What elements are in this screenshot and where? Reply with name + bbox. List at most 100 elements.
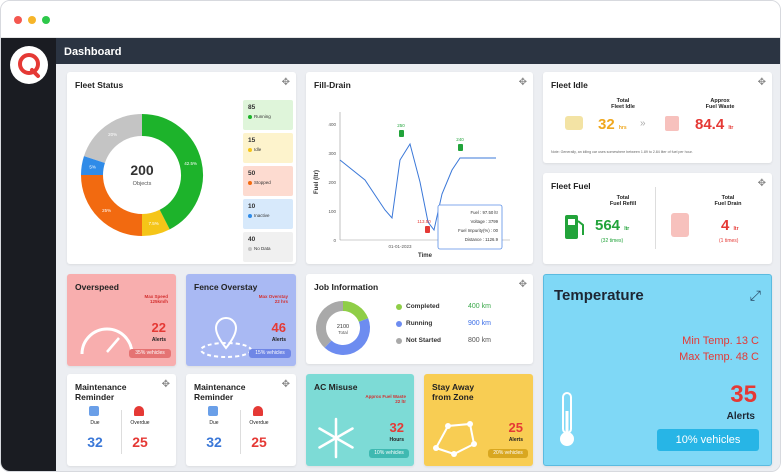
fence-sub: Max Overstay 22 hrs: [258, 294, 288, 304]
legend-no-data[interactable]: 40 No Data: [243, 232, 293, 262]
dashboard-content: Fleet Status ✥ 200 Objects 42.5% 7.5% 25% 5…: [56, 64, 780, 471]
app-logo[interactable]: [10, 46, 48, 84]
maximize-window-button[interactable]: [42, 16, 50, 24]
fence-value: 46: [271, 320, 286, 335]
job-segment-running[interactable]: [324, 318, 370, 355]
job-segment-completed[interactable]: [342, 301, 369, 323]
job-center-label: Total: [338, 330, 348, 335]
card-title: Maintenance Reminder: [75, 382, 127, 402]
y-axis-label: Fuel (ltr): [314, 170, 320, 194]
tooltip-fuel: Fuel : 97.50 ltr: [471, 210, 499, 215]
job-information-card[interactable]: Job Information ✥ 2100 Total Completed 40…: [306, 274, 533, 364]
overdue-label: Overdue: [249, 420, 269, 426]
fleet-status-donut: 200 Objects 42.5% 7.5% 25% 5% 20%: [81, 114, 203, 236]
temperature-pill[interactable]: 10% vehicles: [657, 429, 759, 451]
overdue-label: Overdue: [130, 420, 150, 426]
fuel-refill-value: 564 ltr: [595, 217, 630, 234]
ac-misuse-card[interactable]: AC Misuse Approx Fuel Waste 22 ltr 32 Ho…: [306, 374, 414, 466]
donut-segment-label: 7.5%: [149, 221, 159, 226]
fill-marker-icon[interactable]: [399, 130, 404, 137]
card-title: Fence Overstay: [194, 282, 258, 292]
legend-label: No Data: [248, 246, 293, 251]
job-segment-not-started[interactable]: [316, 301, 344, 348]
idle-waste-label: Approx Fuel Waste: [705, 98, 735, 110]
page-header: Dashboard: [56, 38, 780, 64]
job-row-value: 400 km: [468, 303, 491, 310]
expand-icon[interactable]: ⤢: [749, 287, 761, 303]
fence-pill[interactable]: 15% vehicles: [249, 349, 291, 358]
fuel-drain-value: 4 ltr: [721, 217, 739, 234]
card-title: Fleet Idle: [551, 80, 588, 90]
move-icon[interactable]: ✥: [518, 77, 527, 88]
move-icon[interactable]: ✥: [757, 77, 766, 88]
card-title: Overspeed: [75, 282, 119, 292]
idle-car-icon: [565, 116, 583, 130]
donut-segment-label: 42.5%: [184, 161, 197, 166]
divider: [121, 410, 122, 454]
move-icon[interactable]: ✥: [281, 379, 290, 390]
card-title: AC Misuse: [314, 382, 358, 392]
fuel-drain-icon: [671, 213, 689, 237]
ac-pill[interactable]: 10% vehicles: [369, 449, 409, 458]
snowflake-icon: [318, 417, 354, 459]
legend-label: Running: [248, 114, 293, 119]
donut-segment-idle[interactable]: [141, 209, 170, 236]
idle-note: Note: Generally, an idling car uses some…: [551, 150, 693, 154]
overspeed-card[interactable]: Overspeed Max Speed 125km/h 22 Alerts 35…: [67, 274, 176, 366]
job-row-label: Running: [406, 320, 433, 327]
legend-idle[interactable]: 15 Idle: [243, 133, 293, 163]
overdue-value: 25: [251, 434, 267, 450]
fence-overstay-card[interactable]: Fence Overstay Max Overstay 22 hrs 46 Al…: [186, 274, 296, 366]
fuel-refill-times: (32 times): [601, 238, 624, 244]
tooltip-distance: Distance : 1126.9: [465, 237, 499, 242]
job-row-label: Not Started: [406, 337, 442, 344]
stay-pill[interactable]: 20% vehicles: [488, 449, 528, 458]
stay-away-card[interactable]: Stay Away from Zone 25 Alerts 20% vehicl…: [424, 374, 533, 466]
fuel-pump-icon: [565, 215, 584, 239]
move-icon[interactable]: ✥: [161, 379, 170, 390]
legend-label: Inactive: [248, 213, 293, 218]
donut-segment-inactive[interactable]: [81, 156, 106, 176]
speedometer-icon: [80, 327, 134, 355]
stay-value: 25: [508, 420, 523, 435]
move-icon[interactable]: ✥: [757, 178, 766, 189]
legend-running[interactable]: 85 Running: [243, 100, 293, 130]
idle-total-label: Total Fleet Idle: [611, 98, 635, 110]
thermometer-icon: [560, 392, 574, 446]
minimize-window-button[interactable]: [28, 16, 36, 24]
legend-value: 10: [248, 203, 256, 210]
overspeed-pill[interactable]: 35% vehicles: [129, 349, 171, 358]
maintenance-reminder-card[interactable]: Maintenance Reminder ✥ Due 32 Overdue 25: [186, 374, 296, 466]
temperature-value: 35: [730, 381, 757, 408]
donut-segment-label: 25%: [102, 208, 111, 213]
fill-marker-label: 240: [456, 137, 464, 142]
y-tick: 100: [328, 209, 336, 214]
logo-icon: [18, 53, 40, 78]
legend-value: 50: [248, 170, 256, 177]
max-temp: Max Temp. 48 C: [679, 351, 759, 363]
y-tick: 200: [328, 180, 336, 185]
fleet-fuel-card[interactable]: Fleet Fuel ✥ Total Fuel Refill 564 ltr (…: [543, 173, 772, 264]
legend-label: Idle: [248, 147, 293, 152]
temperature-card[interactable]: Temperature ⤢ Min Temp. 13 C Max Temp. 4…: [543, 274, 772, 466]
donut-segment-running[interactable]: [141, 114, 203, 230]
ac-sub: Approx Fuel Waste 22 ltr: [365, 394, 406, 404]
move-icon[interactable]: ✥: [518, 279, 527, 290]
close-window-button[interactable]: [14, 16, 22, 24]
min-temp: Min Temp. 13 C: [682, 335, 759, 347]
legend-stopped[interactable]: 50 Stopped: [243, 166, 293, 196]
maintenance-reminder-card[interactable]: Maintenance Reminder ✥ Due 32 Overdue 25: [67, 374, 176, 466]
legend-dot: [396, 304, 402, 310]
fleet-idle-card[interactable]: Fleet Idle ✥ Total Fleet Idle 32 hrs » A…: [543, 72, 772, 163]
move-icon[interactable]: ✥: [281, 77, 290, 88]
donut-segment-no-data[interactable]: [83, 114, 143, 164]
job-center-value: 2100: [337, 324, 349, 330]
legend-dot: [396, 321, 402, 327]
fleet-status-card[interactable]: Fleet Status ✥ 200 Objects 42.5% 7.5% 25% 5…: [67, 72, 296, 264]
donut-segment-stopped[interactable]: [81, 174, 143, 236]
drain-marker-icon[interactable]: [425, 226, 430, 233]
due-value: 32: [87, 434, 103, 450]
fill-marker-icon[interactable]: [458, 144, 463, 151]
legend-inactive[interactable]: 10 Inactive: [243, 199, 293, 229]
fill-drain-card[interactable]: Fill-Drain ✥ Fuel (ltr) 400 300 200 100 …: [306, 72, 533, 264]
